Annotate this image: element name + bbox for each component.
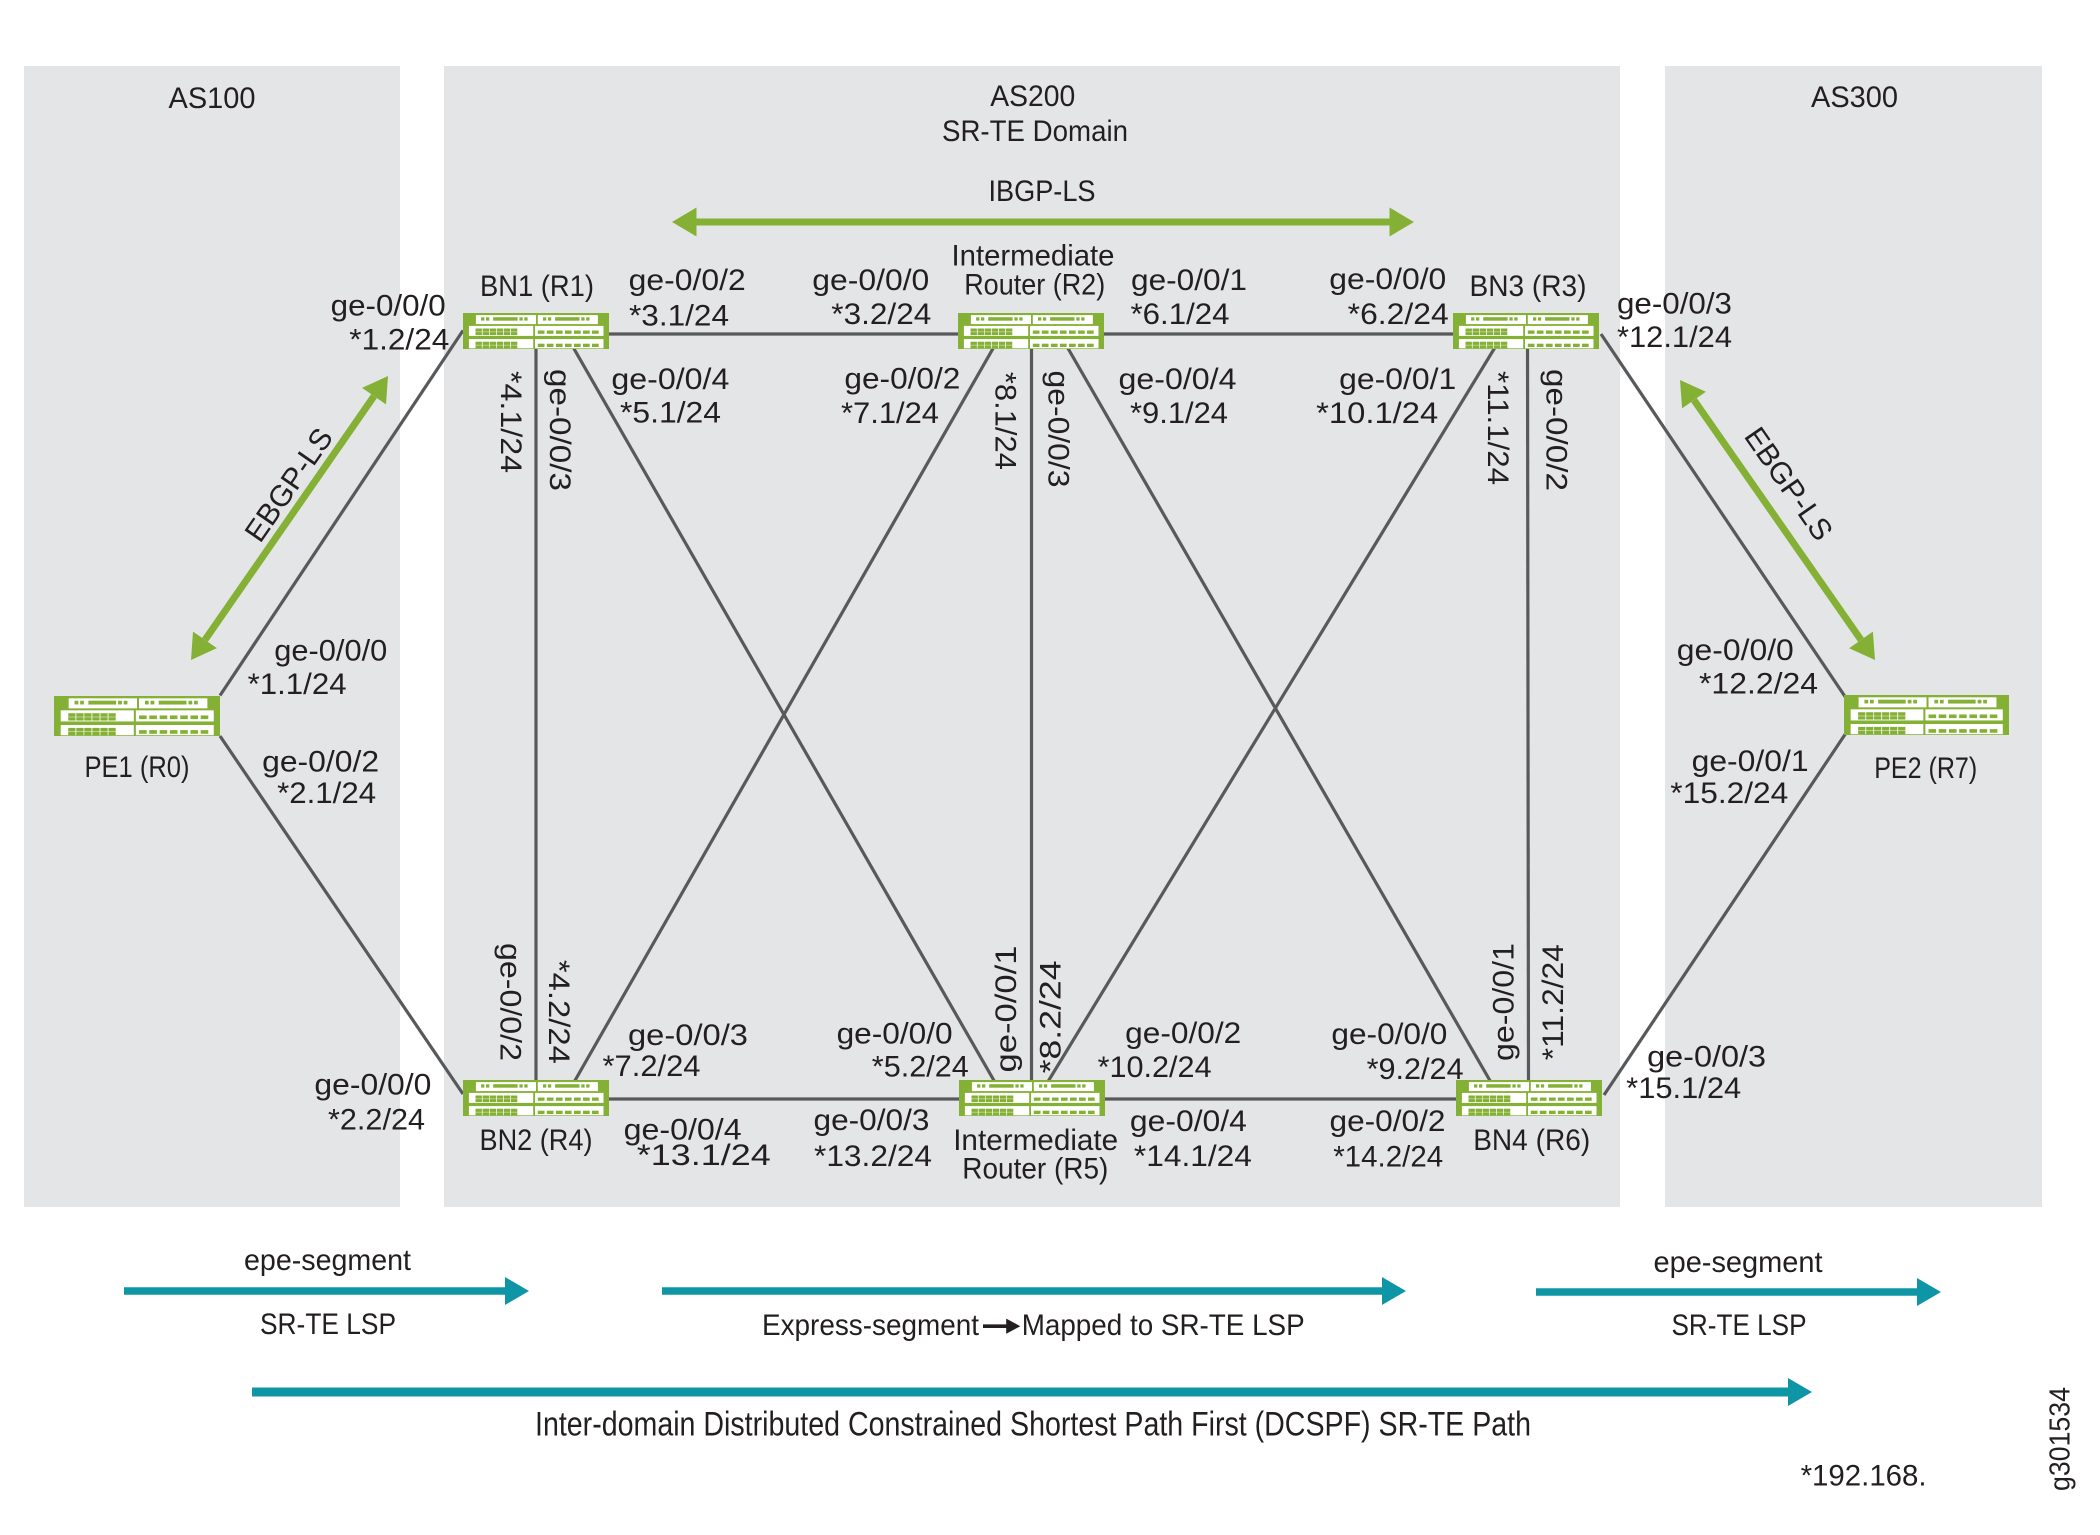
svg-text:ge-0/0/0: ge-0/0/0 (274, 634, 387, 667)
svg-text:*5.1/24: *5.1/24 (620, 396, 721, 429)
svg-text:*6.1/24: *6.1/24 (1131, 298, 1230, 331)
svg-text:ge-0/0/0: ge-0/0/0 (1329, 263, 1446, 296)
svg-text:*1.2/24: *1.2/24 (349, 324, 449, 357)
svg-text:Intermediate: Intermediate (953, 1124, 1118, 1157)
svg-text:epe-segment: epe-segment (244, 1244, 412, 1277)
svg-text:ge-0/0/3: ge-0/0/3 (1617, 288, 1732, 321)
svg-text:*11.1/24: *11.1/24 (1481, 371, 1514, 485)
svg-text:AS300: AS300 (1811, 81, 1898, 114)
svg-text:ge-0/0/0: ge-0/0/0 (1331, 1018, 1447, 1051)
svg-text:*15.1/24: *15.1/24 (1626, 1072, 1741, 1105)
svg-text:*4.2/24: *4.2/24 (542, 960, 575, 1064)
svg-text:ge-0/0/2: ge-0/0/2 (844, 363, 960, 396)
svg-text:ge-0/0/1: ge-0/0/1 (1131, 264, 1247, 297)
svg-text:*10.2/24: *10.2/24 (1098, 1051, 1212, 1084)
svg-text:SR-TE LSP: SR-TE LSP (260, 1308, 396, 1341)
svg-text:ge-0/0/0: ge-0/0/0 (837, 1017, 953, 1050)
svg-text:ge-0/0/2: ge-0/0/2 (1540, 369, 1573, 491)
svg-text:*8.2/24: *8.2/24 (1035, 960, 1068, 1073)
svg-text:Router (R5): Router (R5) (962, 1153, 1108, 1186)
svg-text:ge-0/0/3: ge-0/0/3 (543, 369, 576, 491)
svg-text:g301534: g301534 (2045, 1387, 2077, 1491)
svg-text:Express-segment: Express-segment (762, 1309, 980, 1342)
svg-text:*11.2/24: *11.2/24 (1537, 944, 1570, 1060)
svg-text:BN4 (R6): BN4 (R6) (1473, 1124, 1590, 1157)
svg-text:*2.2/24: *2.2/24 (328, 1104, 425, 1137)
svg-text:SR-TE Domain: SR-TE Domain (942, 115, 1128, 148)
svg-text:Intermediate: Intermediate (952, 240, 1115, 273)
svg-text:ge-0/0/2: ge-0/0/2 (262, 746, 379, 779)
svg-text:PE2 (R7): PE2 (R7) (1874, 752, 1977, 785)
svg-text:*1.1/24: *1.1/24 (248, 668, 347, 701)
svg-text:ge-0/0/4: ge-0/0/4 (1130, 1105, 1247, 1138)
svg-text:ge-0/0/3: ge-0/0/3 (1647, 1040, 1766, 1073)
svg-text:Router (R2): Router (R2) (964, 269, 1105, 302)
svg-text:BN2 (R4): BN2 (R4) (480, 1124, 593, 1157)
svg-text:ge-0/0/3: ge-0/0/3 (814, 1104, 930, 1137)
svg-text:*13.1/24: *13.1/24 (637, 1139, 771, 1172)
svg-text:*3.1/24: *3.1/24 (629, 300, 729, 333)
svg-text:IBGP-LS: IBGP-LS (989, 175, 1096, 208)
svg-text:ge-0/0/4: ge-0/0/4 (1119, 363, 1237, 396)
svg-text:ge-0/0/1: ge-0/0/1 (1339, 363, 1456, 396)
svg-text:*10.1/24: *10.1/24 (1316, 397, 1438, 430)
svg-text:*8.1/24: *8.1/24 (989, 372, 1022, 470)
svg-text:PE1 (R0): PE1 (R0) (85, 751, 190, 784)
svg-text:AS100: AS100 (169, 82, 256, 115)
svg-text:*14.1/24: *14.1/24 (1134, 1140, 1252, 1173)
svg-text:ge-0/0/1: ge-0/0/1 (1692, 745, 1809, 778)
svg-text:*7.1/24: *7.1/24 (841, 397, 939, 430)
svg-text:*6.2/24: *6.2/24 (1348, 298, 1449, 331)
svg-text:epe-segment: epe-segment (1654, 1246, 1824, 1279)
svg-text:ge-0/0/4: ge-0/0/4 (624, 1113, 742, 1146)
svg-text:ge-0/0/2: ge-0/0/2 (1330, 1105, 1446, 1138)
svg-text:ge-0/0/4: ge-0/0/4 (611, 363, 729, 396)
svg-text:Inter-domain Distributed Const: Inter-domain Distributed Constrained Sho… (535, 1406, 1531, 1444)
svg-text:AS200: AS200 (990, 80, 1075, 113)
svg-text:BN3 (R3): BN3 (R3) (1470, 270, 1587, 303)
svg-text:*15.2/24: *15.2/24 (1670, 777, 1788, 810)
svg-text:ge-0/0/0: ge-0/0/0 (331, 289, 446, 322)
svg-text:ge-0/0/1: ge-0/0/1 (1488, 943, 1521, 1061)
svg-text:Mapped to SR-TE LSP: Mapped to SR-TE LSP (1022, 1309, 1305, 1342)
svg-text:*13.2/24: *13.2/24 (814, 1140, 932, 1173)
svg-text:BN1 (R1): BN1 (R1) (480, 270, 594, 303)
svg-text:*192.168.: *192.168. (1801, 1460, 1927, 1493)
svg-text:*2.1/24: *2.1/24 (277, 777, 376, 810)
svg-text:*7.2/24: *7.2/24 (603, 1050, 701, 1083)
svg-text:ge-0/0/2: ge-0/0/2 (493, 943, 526, 1061)
svg-text:SR-TE LSP: SR-TE LSP (1672, 1309, 1807, 1342)
svg-text:*14.2/24: *14.2/24 (1333, 1141, 1443, 1174)
svg-text:ge-0/0/1: ge-0/0/1 (990, 946, 1023, 1073)
svg-text:ge-0/0/2: ge-0/0/2 (1125, 1017, 1241, 1050)
svg-text:ge-0/0/0: ge-0/0/0 (812, 264, 929, 297)
svg-text:*3.2/24: *3.2/24 (831, 298, 931, 331)
svg-text:*4.1/24: *4.1/24 (494, 371, 527, 473)
svg-text:ge-0/0/0: ge-0/0/0 (1677, 634, 1794, 667)
svg-text:ge-0/0/3: ge-0/0/3 (1042, 371, 1075, 488)
svg-text:ge-0/0/2: ge-0/0/2 (629, 264, 746, 297)
svg-text:*12.1/24: *12.1/24 (1617, 321, 1732, 354)
svg-text:ge-0/0/3: ge-0/0/3 (628, 1019, 748, 1052)
svg-text:*12.2/24: *12.2/24 (1699, 667, 1818, 700)
svg-text:*9.2/24: *9.2/24 (1367, 1053, 1464, 1086)
svg-text:*5.2/24: *5.2/24 (872, 1051, 969, 1084)
svg-text:*9.1/24: *9.1/24 (1130, 397, 1228, 430)
svg-text:ge-0/0/0: ge-0/0/0 (314, 1068, 431, 1101)
